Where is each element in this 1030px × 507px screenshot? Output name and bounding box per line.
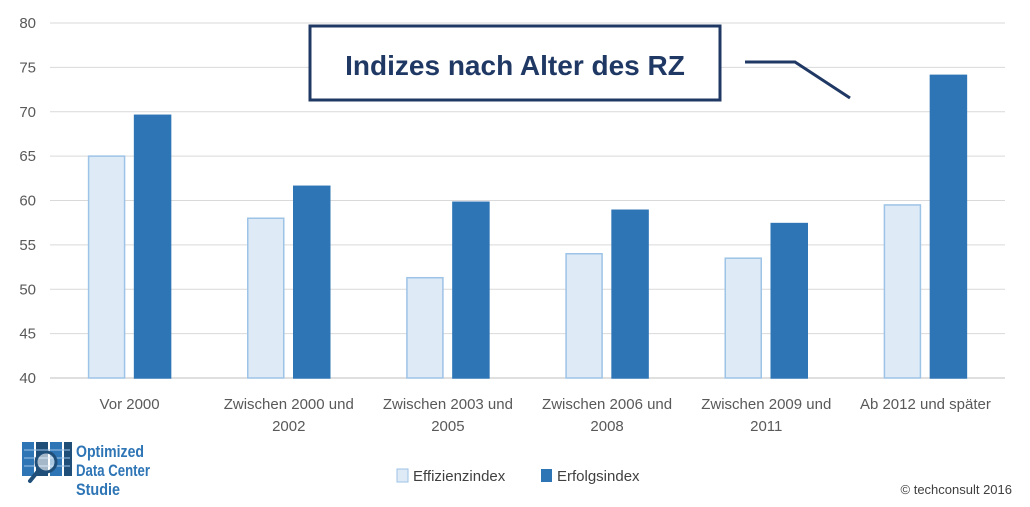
x-tick-label: Zwischen 2003 und <box>383 396 513 413</box>
legend-swatch-erfolgsindex <box>541 469 552 482</box>
bar-erfolgsindex-4 <box>770 222 808 379</box>
y-tick-label: 65 <box>19 148 36 165</box>
logo: Optimized Data Center Studie <box>22 442 150 499</box>
grid-lines <box>50 22 1005 379</box>
logo-line-1: Optimized <box>76 442 144 461</box>
x-tick-label: 2002 <box>272 418 305 435</box>
y-tick-label: 50 <box>19 281 36 298</box>
bar-effizienzindex-4 <box>724 257 762 379</box>
bar-effizienzindex-1 <box>247 217 285 379</box>
y-tick-label: 55 <box>19 237 36 254</box>
y-tick-label: 80 <box>19 15 36 32</box>
logo-line-3: Studie <box>76 480 120 499</box>
bar-erfolgsindex-2 <box>452 201 490 379</box>
magnifier-icon <box>28 450 58 483</box>
bar-effizienzindex-5 <box>883 204 922 379</box>
bar-effizienzindex-2 <box>406 276 444 379</box>
logo-line-2: Data Center <box>76 461 150 480</box>
chart-title-box: Indizes nach Alter des RZ <box>308 24 722 102</box>
x-tick-label: Zwischen 2000 und <box>224 396 354 413</box>
bar-erfolgsindex-0 <box>133 114 172 379</box>
bar-effizienzindex-3 <box>565 253 603 379</box>
bar-erfolgsindex-1 <box>293 185 331 379</box>
x-tick-label: Ab 2012 und später <box>860 396 991 413</box>
title-callout-line <box>745 60 851 100</box>
y-axis-ticks: 40 45 50 55 60 65 70 75 80 <box>19 15 36 387</box>
bar-erfolgsindex-5 <box>929 74 968 379</box>
x-tick-label: Zwischen 2009 und <box>701 396 831 413</box>
bar-erfolgsindex-3 <box>611 209 649 379</box>
x-tick-label: Vor 2000 <box>100 396 160 413</box>
x-tick-label: 2008 <box>590 418 623 435</box>
x-tick-label: Zwischen 2006 und <box>542 396 672 413</box>
bar-effizienzindex-0 <box>87 155 126 379</box>
legend: Effizienzindex Erfolgsindex <box>396 468 640 485</box>
x-axis-labels: Vor 2000 Zwischen 2000 und 2002 Zwischen 20… <box>100 396 991 435</box>
legend-label-effizienzindex: Effizienzindex <box>413 468 506 485</box>
bars <box>87 74 968 379</box>
legend-label-erfolgsindex: Erfolgsindex <box>557 468 640 485</box>
x-tick-label: 2011 <box>750 418 782 435</box>
x-tick-label: 2005 <box>431 418 464 435</box>
chart-title: Indizes nach Alter des RZ <box>345 50 685 81</box>
legend-swatch-effizienzindex <box>396 468 409 483</box>
y-tick-label: 45 <box>19 326 36 343</box>
copyright-notice: © techconsult 2016 <box>901 482 1012 497</box>
y-tick-label: 75 <box>19 59 36 76</box>
y-tick-label: 40 <box>19 370 36 387</box>
y-tick-label: 60 <box>19 193 36 210</box>
y-tick-label: 70 <box>19 104 36 121</box>
